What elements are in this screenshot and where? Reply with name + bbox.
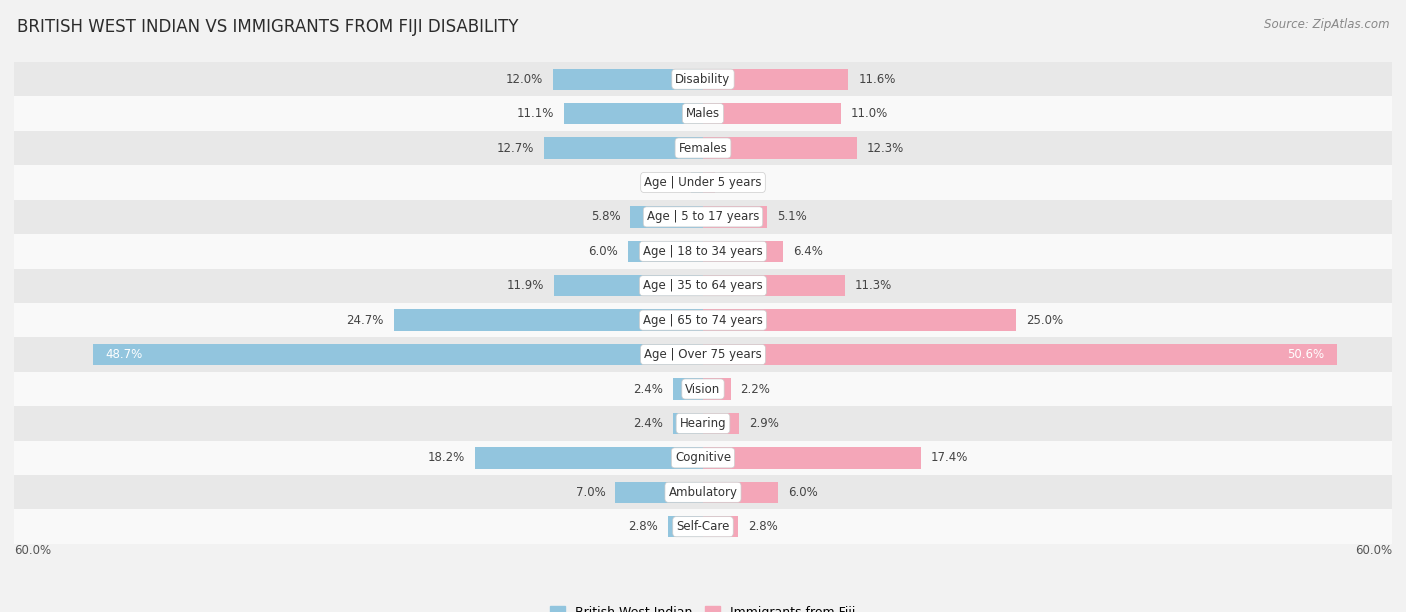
Bar xyxy=(703,378,731,400)
Bar xyxy=(616,482,703,503)
Bar xyxy=(703,69,848,90)
Text: 60.0%: 60.0% xyxy=(1355,544,1392,558)
Bar xyxy=(554,275,703,296)
Text: Age | Over 75 years: Age | Over 75 years xyxy=(644,348,762,361)
Text: Males: Males xyxy=(686,107,720,120)
Text: 2.8%: 2.8% xyxy=(628,520,658,533)
Bar xyxy=(14,96,1392,131)
Text: 60.0%: 60.0% xyxy=(14,544,51,558)
Bar xyxy=(14,62,1392,96)
Bar xyxy=(553,69,703,90)
Bar xyxy=(628,241,703,262)
Text: 6.4%: 6.4% xyxy=(793,245,823,258)
Text: 2.4%: 2.4% xyxy=(633,382,662,395)
Bar xyxy=(703,172,714,193)
Bar xyxy=(14,303,1392,337)
Text: Age | 5 to 17 years: Age | 5 to 17 years xyxy=(647,211,759,223)
Bar xyxy=(703,275,845,296)
Text: 48.7%: 48.7% xyxy=(105,348,143,361)
Bar xyxy=(93,344,703,365)
Text: 50.6%: 50.6% xyxy=(1286,348,1324,361)
Bar xyxy=(630,206,703,228)
Bar xyxy=(703,516,738,537)
Text: 7.0%: 7.0% xyxy=(575,486,606,499)
Text: 17.4%: 17.4% xyxy=(931,452,969,465)
Text: 6.0%: 6.0% xyxy=(588,245,617,258)
Bar xyxy=(14,509,1392,544)
Text: Age | Under 5 years: Age | Under 5 years xyxy=(644,176,762,189)
Text: BRITISH WEST INDIAN VS IMMIGRANTS FROM FIJI DISABILITY: BRITISH WEST INDIAN VS IMMIGRANTS FROM F… xyxy=(17,18,519,36)
Text: 0.92%: 0.92% xyxy=(724,176,762,189)
Text: Hearing: Hearing xyxy=(679,417,727,430)
Text: Cognitive: Cognitive xyxy=(675,452,731,465)
Bar xyxy=(14,131,1392,165)
Text: 11.9%: 11.9% xyxy=(506,279,544,292)
Bar xyxy=(394,310,703,331)
Bar xyxy=(668,516,703,537)
Text: 11.0%: 11.0% xyxy=(851,107,889,120)
Text: Females: Females xyxy=(679,141,727,154)
Legend: British West Indian, Immigrants from Fiji: British West Indian, Immigrants from Fij… xyxy=(546,601,860,612)
Bar xyxy=(14,337,1392,371)
Bar xyxy=(690,172,703,193)
Text: 18.2%: 18.2% xyxy=(427,452,465,465)
Text: 11.3%: 11.3% xyxy=(855,279,891,292)
Bar xyxy=(703,344,1337,365)
Text: 12.7%: 12.7% xyxy=(496,141,534,154)
Bar xyxy=(14,406,1392,441)
Text: 11.1%: 11.1% xyxy=(516,107,554,120)
Text: 25.0%: 25.0% xyxy=(1026,314,1063,327)
Text: Age | 65 to 74 years: Age | 65 to 74 years xyxy=(643,314,763,327)
Text: Self-Care: Self-Care xyxy=(676,520,730,533)
Text: 24.7%: 24.7% xyxy=(346,314,384,327)
Bar xyxy=(673,412,703,434)
Bar xyxy=(14,475,1392,509)
Text: 11.6%: 11.6% xyxy=(858,73,896,86)
Text: Age | 18 to 34 years: Age | 18 to 34 years xyxy=(643,245,763,258)
Text: 6.0%: 6.0% xyxy=(789,486,818,499)
Text: Source: ZipAtlas.com: Source: ZipAtlas.com xyxy=(1264,18,1389,31)
Bar xyxy=(703,310,1017,331)
Text: 2.9%: 2.9% xyxy=(749,417,779,430)
Text: Vision: Vision xyxy=(685,382,721,395)
Text: 5.8%: 5.8% xyxy=(591,211,620,223)
Text: 0.99%: 0.99% xyxy=(644,176,681,189)
Bar xyxy=(703,482,778,503)
Bar xyxy=(475,447,703,469)
Bar xyxy=(14,200,1392,234)
Bar xyxy=(14,441,1392,475)
Bar xyxy=(14,165,1392,200)
Bar xyxy=(544,137,703,159)
Text: 5.1%: 5.1% xyxy=(778,211,807,223)
Bar xyxy=(703,206,766,228)
Text: 12.3%: 12.3% xyxy=(868,141,904,154)
Text: Age | 35 to 64 years: Age | 35 to 64 years xyxy=(643,279,763,292)
Bar xyxy=(703,241,783,262)
Bar xyxy=(703,137,858,159)
Bar xyxy=(564,103,703,124)
Bar xyxy=(703,412,740,434)
Bar xyxy=(703,447,921,469)
Bar xyxy=(14,234,1392,269)
Text: 12.0%: 12.0% xyxy=(505,73,543,86)
Bar xyxy=(673,378,703,400)
Text: 2.2%: 2.2% xyxy=(741,382,770,395)
Bar xyxy=(14,371,1392,406)
Bar xyxy=(14,269,1392,303)
Text: Ambulatory: Ambulatory xyxy=(668,486,738,499)
Text: 2.8%: 2.8% xyxy=(748,520,778,533)
Bar xyxy=(703,103,841,124)
Text: 2.4%: 2.4% xyxy=(633,417,662,430)
Text: Disability: Disability xyxy=(675,73,731,86)
